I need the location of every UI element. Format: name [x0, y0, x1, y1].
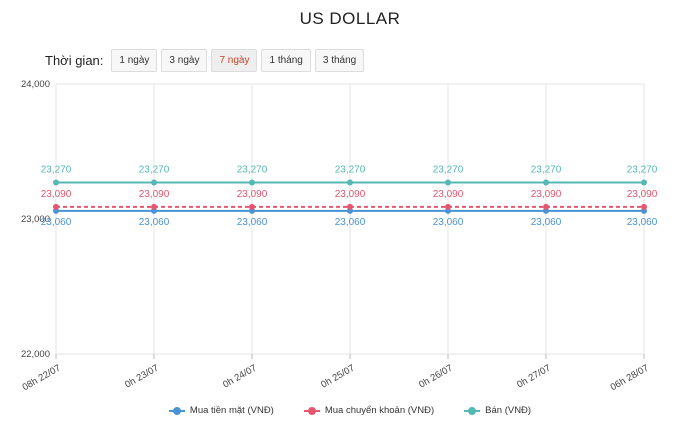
data-label-ban-vnd: 23,270 — [433, 165, 464, 176]
data-point-ban-vnd — [641, 179, 647, 186]
data-label-mua-tien-mat-vnd: 23,060 — [627, 217, 658, 228]
range-3-days-button[interactable]: 3 ngày — [161, 48, 208, 72]
data-label-mua-chuyen-khoan-vnd: 23,090 — [433, 189, 464, 200]
data-label-mua-chuyen-khoan-vnd: 23,090 — [237, 189, 268, 200]
range-3-months-button[interactable]: 3 tháng — [314, 48, 365, 72]
y-tick-label: 23,000 — [21, 214, 50, 225]
data-point-ban-vnd — [151, 179, 157, 186]
chart-title: US DOLLAR — [299, 9, 401, 28]
data-point-mua-chuyen-khoan-vnd — [347, 203, 353, 210]
data-label-mua-tien-mat-vnd: 23,060 — [139, 217, 170, 228]
data-label-mua-chuyen-khoan-vnd: 23,090 — [335, 189, 366, 200]
data-point-ban-vnd — [347, 179, 353, 186]
x-tick-label: 06h 28/07 — [609, 363, 651, 394]
data-point-mua-chuyen-khoan-vnd — [53, 203, 59, 210]
data-point-mua-chuyen-khoan-vnd — [445, 203, 451, 210]
data-label-ban-vnd: 23,270 — [139, 165, 170, 176]
data-label-ban-vnd: 23,270 — [41, 165, 72, 176]
line-chart: 08h 22/07 0h 23/07 0h 24/07 0h 25/07 0h 26/0… — [21, 79, 658, 394]
x-tick-label: 0h 23/07 — [123, 363, 161, 391]
data-point-mua-chuyen-khoan-vnd — [249, 203, 255, 210]
data-point-mua-chuyen-khoan-vnd — [641, 203, 647, 210]
x-tick-label: 0h 26/07 — [417, 363, 455, 391]
legend-label-cash-buy: Mua tiền mặt (VNĐ) — [189, 405, 274, 416]
chart-legend: Mua tiền mặt (VNĐ) Mua chuyển khoản (VNĐ… — [0, 405, 700, 416]
x-tick-label: 0h 25/07 — [319, 363, 357, 391]
legend-marker-cash-buy — [168, 406, 185, 415]
data-label-ban-vnd: 23,270 — [627, 165, 658, 176]
data-label-mua-chuyen-khoan-vnd: 23,090 — [139, 189, 170, 200]
legend-item-sell[interactable]: Bán (VNĐ) — [464, 405, 531, 416]
data-label-mua-tien-mat-vnd: 23,060 — [433, 217, 464, 228]
y-tick-label: 22,000 — [21, 349, 50, 360]
data-label-ban-vnd: 23,270 — [531, 165, 562, 176]
x-tick-label: 08h 22/07 — [21, 363, 63, 394]
time-range-selector: Thời gian: 1 ngày 3 ngày 7 ngày 1 tháng … — [45, 48, 368, 72]
legend-marker-sell — [464, 406, 481, 415]
data-label-mua-tien-mat-vnd: 23,060 — [237, 217, 268, 228]
data-label-mua-chuyen-khoan-vnd: 23,090 — [531, 189, 562, 200]
legend-label-transfer-buy: Mua chuyển khoản (VNĐ) — [324, 405, 435, 416]
data-point-ban-vnd — [445, 179, 451, 186]
data-label-mua-chuyen-khoan-vnd: 23,090 — [41, 189, 72, 200]
data-point-mua-chuyen-khoan-vnd — [151, 203, 157, 210]
legend-item-cash-buy[interactable]: Mua tiền mặt (VNĐ) — [168, 405, 274, 416]
range-7-days-button[interactable]: 7 ngày — [211, 48, 258, 72]
y-tick-label: 24,000 — [21, 79, 50, 90]
data-label-mua-chuyen-khoan-vnd: 23,090 — [627, 189, 658, 200]
data-point-ban-vnd — [53, 179, 59, 186]
time-range-label: Thời gian: — [45, 52, 104, 68]
legend-marker-transfer-buy — [303, 406, 320, 415]
data-point-ban-vnd — [249, 179, 255, 186]
legend-label-sell: Bán (VNĐ) — [485, 405, 532, 416]
range-1-day-button[interactable]: 1 ngày — [111, 48, 158, 72]
data-point-ban-vnd — [543, 179, 549, 186]
x-tick-label: 0h 27/07 — [515, 363, 553, 391]
legend-item-transfer-buy[interactable]: Mua chuyển khoản (VNĐ) — [303, 405, 435, 416]
data-label-mua-tien-mat-vnd: 23,060 — [531, 217, 562, 228]
data-point-mua-chuyen-khoan-vnd — [543, 203, 549, 210]
data-label-mua-tien-mat-vnd: 23,060 — [41, 217, 72, 228]
range-1-month-button[interactable]: 1 tháng — [261, 48, 311, 72]
data-label-mua-tien-mat-vnd: 23,060 — [335, 217, 366, 228]
data-label-ban-vnd: 23,270 — [237, 165, 268, 176]
data-label-ban-vnd: 23,270 — [335, 165, 366, 176]
x-tick-label: 0h 24/07 — [221, 363, 259, 391]
